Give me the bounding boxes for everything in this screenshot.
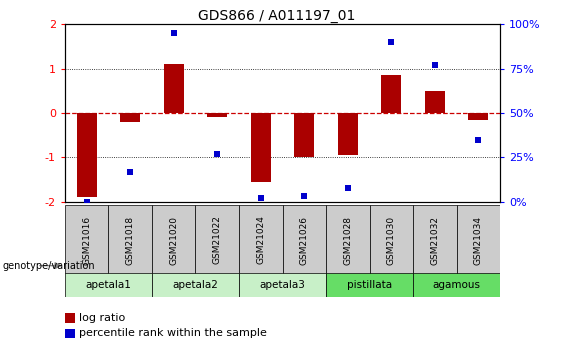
Bar xyxy=(152,205,195,274)
Text: pistillata: pistillata xyxy=(347,280,392,290)
Bar xyxy=(108,205,152,274)
Bar xyxy=(413,205,457,274)
Bar xyxy=(65,273,152,297)
Text: GSM21028: GSM21028 xyxy=(344,216,352,265)
Bar xyxy=(468,113,488,120)
Bar xyxy=(65,205,108,274)
Bar xyxy=(370,205,413,274)
Text: agamous: agamous xyxy=(433,280,480,290)
Bar xyxy=(381,75,401,113)
Bar xyxy=(239,273,326,297)
Bar xyxy=(457,205,500,274)
Text: apetala1: apetala1 xyxy=(85,280,132,290)
Text: GSM21024: GSM21024 xyxy=(257,216,265,265)
Bar xyxy=(239,205,282,274)
Bar xyxy=(152,273,239,297)
Text: GSM21034: GSM21034 xyxy=(474,216,483,265)
Text: GSM21026: GSM21026 xyxy=(300,216,308,265)
Bar xyxy=(65,328,75,338)
Text: genotype/variation: genotype/variation xyxy=(3,262,95,271)
Text: percentile rank within the sample: percentile rank within the sample xyxy=(79,328,267,338)
Bar xyxy=(294,113,314,157)
Bar xyxy=(338,113,358,155)
Bar xyxy=(164,64,184,113)
Bar xyxy=(120,113,140,122)
Bar xyxy=(207,113,227,117)
Text: GSM21018: GSM21018 xyxy=(126,216,134,265)
Text: log ratio: log ratio xyxy=(79,313,125,323)
Text: GSM21016: GSM21016 xyxy=(82,216,91,265)
Text: GSM21030: GSM21030 xyxy=(387,216,396,265)
Bar xyxy=(413,273,500,297)
Text: apetala3: apetala3 xyxy=(259,280,306,290)
Bar xyxy=(251,113,271,182)
Bar xyxy=(195,205,239,274)
Text: apetala2: apetala2 xyxy=(172,280,219,290)
Bar xyxy=(425,91,445,113)
Bar xyxy=(65,313,75,323)
Text: GSM21022: GSM21022 xyxy=(213,216,221,265)
Text: GDS866 / A011197_01: GDS866 / A011197_01 xyxy=(198,9,355,23)
Bar xyxy=(282,205,326,274)
Bar xyxy=(77,113,97,197)
Text: GSM21032: GSM21032 xyxy=(431,216,439,265)
Bar xyxy=(326,273,413,297)
Bar xyxy=(326,205,370,274)
Text: GSM21020: GSM21020 xyxy=(170,216,178,265)
